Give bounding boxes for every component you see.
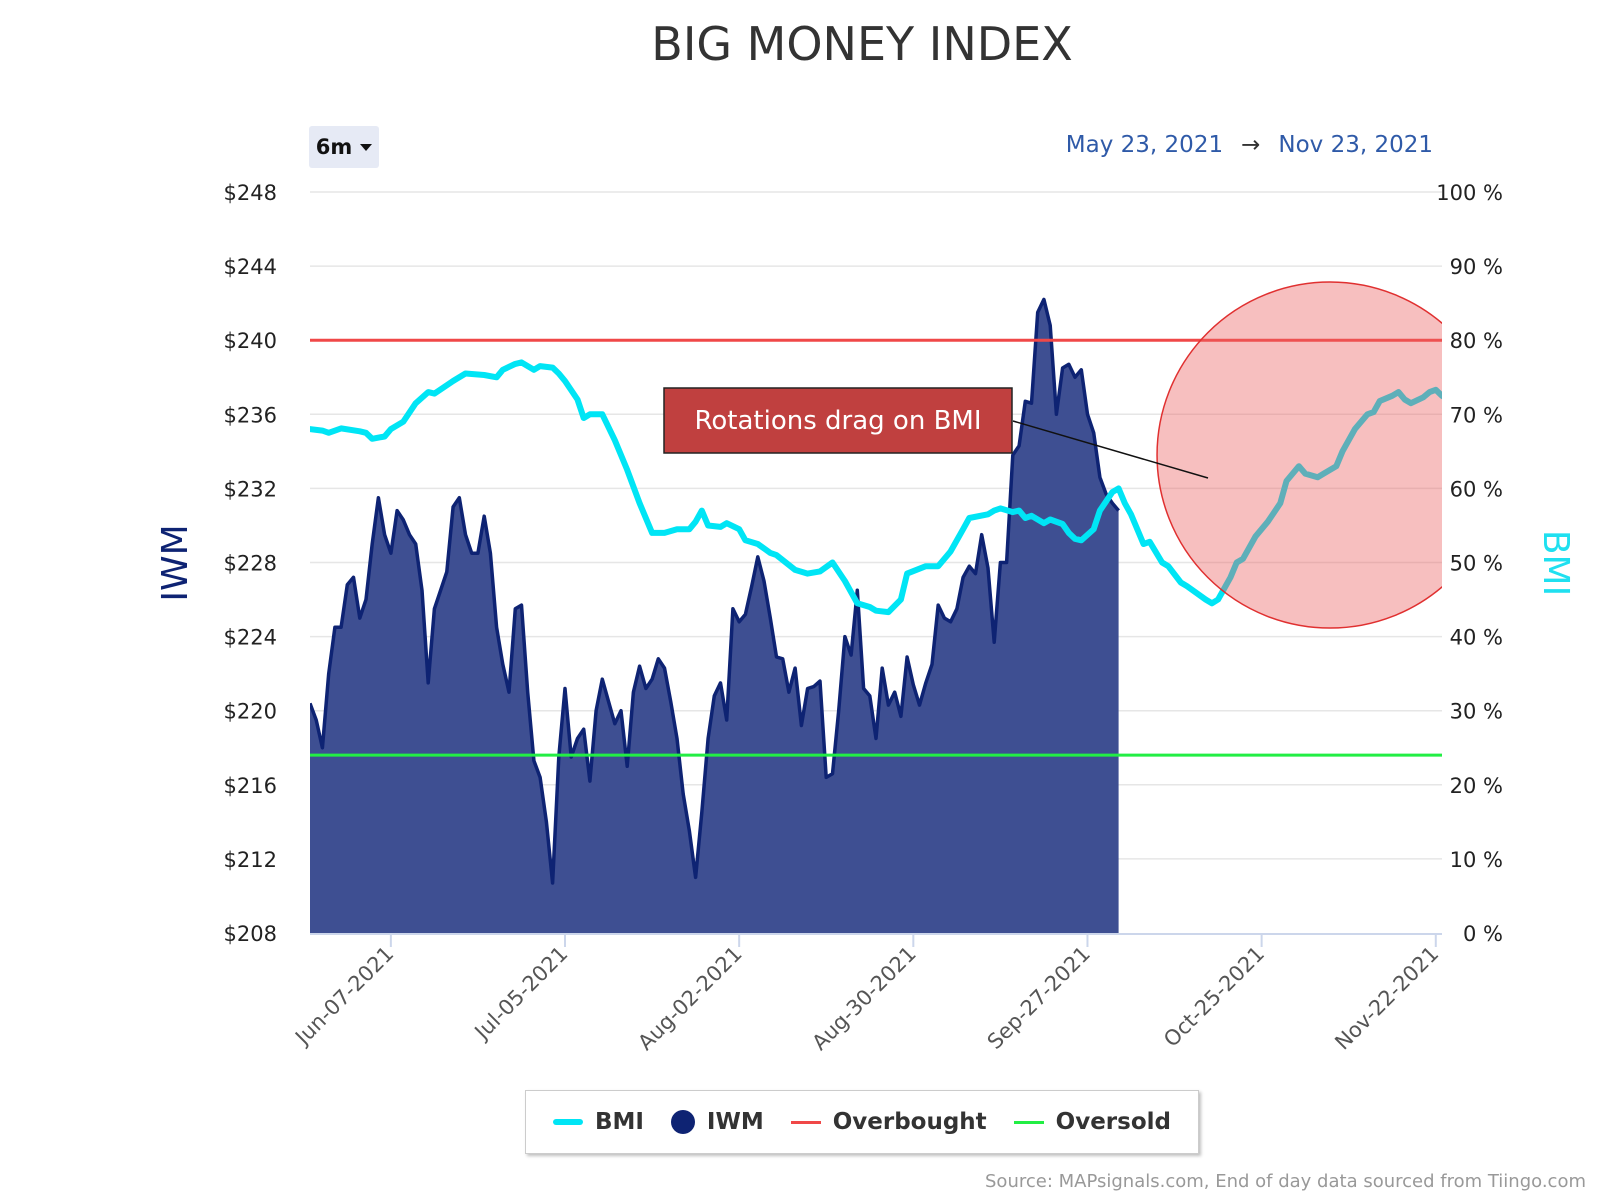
left-axis-tick-label: $244: [224, 255, 277, 279]
annotation-box: [663, 387, 1013, 454]
arrow-right-icon: →: [1241, 132, 1261, 158]
chart-legend: BMI IWM Overbought Oversold: [525, 1090, 1199, 1154]
left-axis-tick-label: $224: [224, 626, 277, 650]
legend-label: Oversold: [1055, 1109, 1171, 1135]
left-axis-tick-label: $236: [224, 403, 277, 427]
left-axis-tick-label: $240: [224, 329, 277, 353]
iwm-line: [310, 297, 1120, 885]
left-axis-tick-label: $228: [224, 552, 277, 576]
range-selector-label: 6m: [315, 135, 353, 159]
date-to[interactable]: Nov 23, 2021: [1278, 132, 1433, 158]
x-axis-tick-label: Jun-07-2021: [289, 942, 398, 1051]
left-axis-tick-label: $216: [224, 774, 277, 798]
highlight-circle: [1156, 281, 1442, 629]
date-range: May 23, 2021 → Nov 23, 2021: [1066, 132, 1433, 158]
annotation-layer: Rotations drag on BMI: [663, 387, 1209, 479]
left-axis-title: IWM: [155, 524, 196, 601]
legend-label: BMI: [594, 1109, 644, 1135]
right-axis-title: BMI: [1535, 530, 1576, 596]
range-selector-button[interactable]: 6m: [309, 126, 379, 168]
highlight-circle-layer: [1156, 281, 1442, 629]
legend-line-icon: [552, 1119, 583, 1125]
right-axis-tick-label: 50 %: [1450, 552, 1503, 576]
legend-item-oversold[interactable]: Oversold: [1013, 1109, 1171, 1135]
x-axis-tick-label: Oct-25-2021: [1159, 942, 1269, 1052]
x-axis-tick-label: Sep-27-2021: [983, 942, 1095, 1054]
legend-label: Overbought: [832, 1109, 987, 1135]
right-axis-tick-label: 60 %: [1450, 477, 1503, 501]
x-axis-tick-label: Aug-30-2021: [807, 942, 920, 1055]
annotation-connector: [1012, 420, 1209, 479]
x-axis-tick-label: Aug-02-2021: [633, 942, 746, 1055]
x-axis-tick-label: Nov-22-2021: [1330, 942, 1443, 1055]
right-axis-tick-label: 30 %: [1450, 700, 1503, 724]
left-axis-tick-label: $220: [224, 700, 277, 724]
x-axis-tick-label: Jul-05-2021: [469, 942, 573, 1046]
right-axis-tick-label: 10 %: [1450, 848, 1503, 872]
left-axis-tick-label: $208: [224, 922, 277, 946]
right-axis-tick-label: 100 %: [1436, 181, 1503, 205]
left-axis-tick-label: $248: [224, 181, 277, 205]
right-axis-tick-label: 80 %: [1450, 329, 1503, 353]
chevron-down-icon: [360, 143, 373, 151]
legend-line-icon: [1013, 1120, 1044, 1124]
iwm-area-layer: [310, 297, 1120, 933]
bmi-line: [310, 359, 1442, 616]
legend-label: IWM: [706, 1109, 764, 1135]
legend-item-iwm[interactable]: IWM: [670, 1109, 764, 1135]
bmi-line-layer: [310, 359, 1442, 616]
legend-dot-icon: [670, 1110, 695, 1134]
left-axis-tick-label: $232: [224, 477, 277, 501]
legend-line-icon: [790, 1120, 821, 1124]
source-credit: Source: MAPsignals.com, End of day data …: [985, 1171, 1586, 1192]
left-axis-tick-label: $212: [224, 848, 277, 872]
date-from[interactable]: May 23, 2021: [1065, 132, 1224, 158]
right-axis-tick-label: 90 %: [1450, 255, 1503, 279]
legend-item-overbought[interactable]: Overbought: [790, 1109, 987, 1135]
right-axis-tick-label: 20 %: [1450, 774, 1503, 798]
right-axis-tick-label: 40 %: [1450, 626, 1503, 650]
chart-title: BIG MONEY INDEX: [651, 17, 1072, 71]
right-axis-tick-label: 70 %: [1450, 403, 1503, 427]
legend-item-bmi[interactable]: BMI: [552, 1109, 644, 1135]
iwm-area: [310, 299, 1119, 933]
reference-lines: [310, 338, 1442, 757]
right-axis-tick-label: 0 %: [1463, 922, 1503, 946]
annotation-text: Rotations drag on BMI: [694, 406, 981, 436]
